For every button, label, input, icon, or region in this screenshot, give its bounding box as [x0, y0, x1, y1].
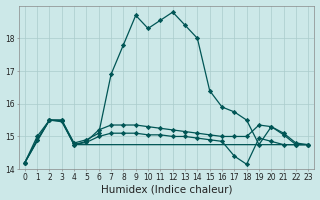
X-axis label: Humidex (Indice chaleur): Humidex (Indice chaleur) — [101, 184, 232, 194]
